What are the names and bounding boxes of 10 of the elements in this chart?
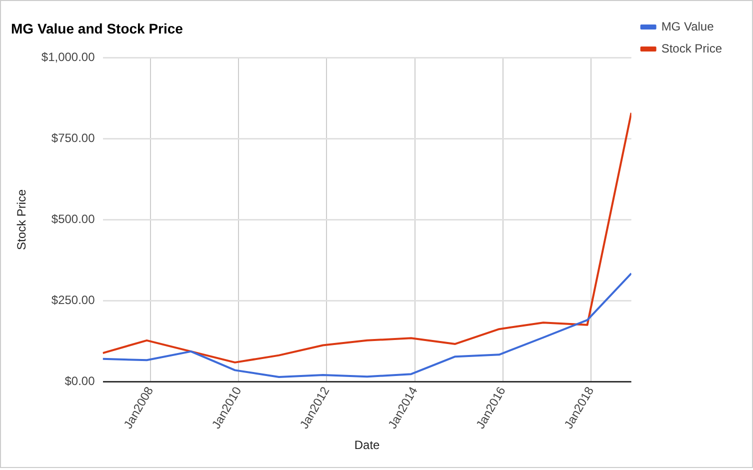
y-axis-title: Stock Price xyxy=(14,188,29,250)
chart-title: MG Value and Stock Price xyxy=(11,20,184,36)
y-tick-label: $750.00 xyxy=(51,131,96,146)
y-tick-label: $250.00 xyxy=(51,292,96,307)
legend-label: Stock Price xyxy=(661,41,722,56)
y-tick-label: $0.00 xyxy=(64,374,96,388)
y-tick-label: $1,000.00 xyxy=(41,50,96,64)
x-axis-title: Date xyxy=(354,438,380,452)
y-tick-label: $500.00 xyxy=(51,212,96,226)
legend-label: MG Value xyxy=(661,19,714,34)
